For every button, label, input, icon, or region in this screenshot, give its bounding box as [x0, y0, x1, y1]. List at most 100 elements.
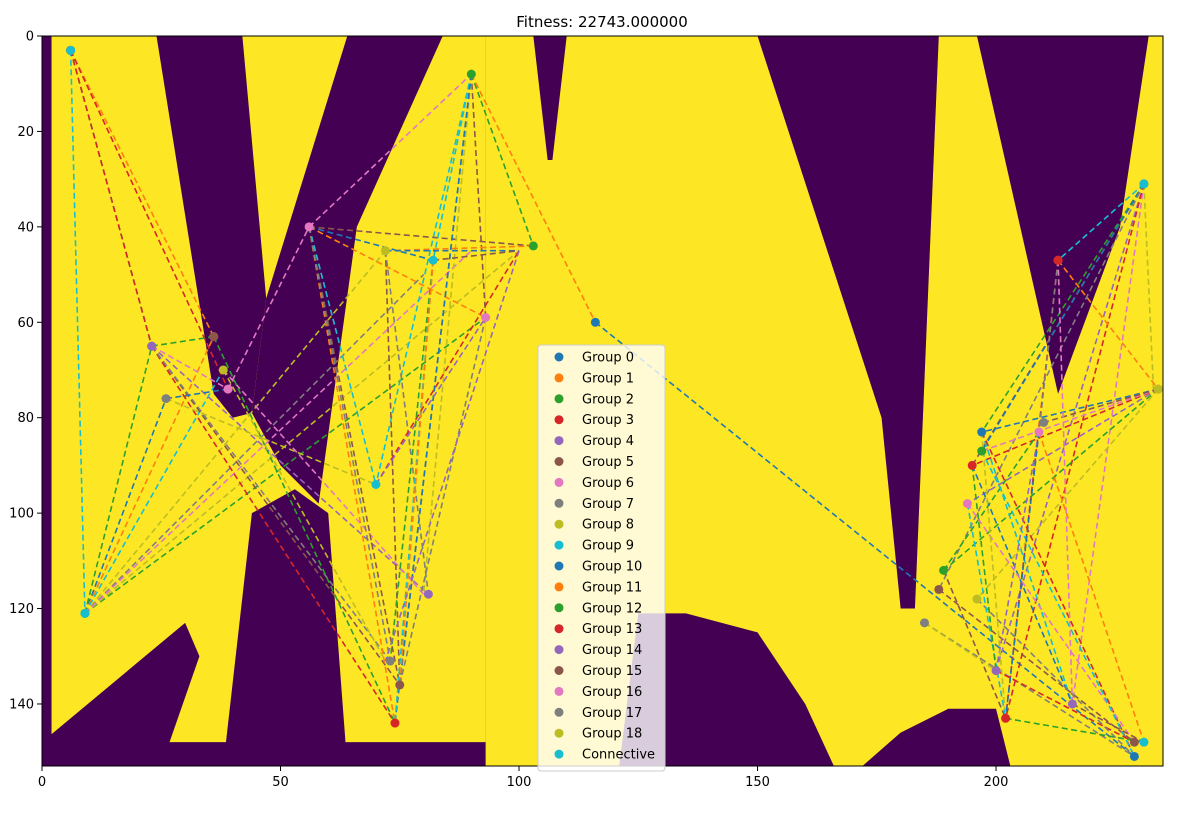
legend-marker: [554, 352, 564, 362]
legend-label: Group 14: [582, 643, 642, 658]
edge-line: [981, 388, 1159, 452]
point-group-4: [147, 341, 157, 351]
y-tick-label: 60: [17, 316, 34, 331]
edge-line: [84, 345, 153, 614]
legend-label: Group 8: [582, 518, 634, 533]
legend-box: [537, 344, 666, 772]
edge-line: [394, 74, 473, 724]
edge-line: [1057, 259, 1159, 390]
legend-label: Group 7: [582, 497, 634, 512]
path-edges: [69, 49, 1159, 758]
point-group-10: [977, 427, 987, 437]
edge-line: [308, 73, 472, 228]
edge-line: [69, 50, 86, 614]
edge-line: [942, 570, 1007, 719]
legend-marker: [554, 436, 564, 446]
point-group-9: [371, 479, 381, 489]
edge-line: [971, 388, 1159, 467]
edge-line: [1143, 183, 1155, 390]
y-tick-label: 0: [26, 30, 34, 45]
wall-region-0: [137, 36, 267, 418]
edge-line: [308, 226, 434, 262]
x-tick-label: 150: [745, 775, 770, 790]
edge-line: [151, 335, 214, 347]
legend-marker: [554, 498, 564, 508]
x-tick-label: 0: [38, 775, 46, 790]
point-group-18: [972, 594, 982, 604]
edge-line: [980, 431, 1074, 705]
point-group-2: [466, 69, 476, 79]
edge-line: [151, 345, 229, 390]
edge-line: [69, 50, 153, 347]
point-connective: [1139, 179, 1149, 189]
edge-line: [222, 369, 425, 595]
edge-line: [375, 73, 473, 485]
point-group-0: [1129, 751, 1139, 761]
edge-line: [980, 431, 1007, 719]
edge-line: [398, 260, 434, 685]
legend-label: Group 9: [582, 539, 634, 554]
edge-line: [594, 321, 1135, 758]
legend-marker: [554, 477, 564, 487]
legend-label: Connective: [582, 748, 655, 763]
legend-marker: [554, 728, 564, 738]
wall-region-8: [862, 708, 1011, 766]
edge-line: [389, 260, 434, 662]
legend-label: Group 6: [582, 476, 634, 491]
point-group-16: [1034, 427, 1044, 437]
edge-line: [84, 336, 215, 614]
point-group-12: [977, 446, 987, 456]
plot-area: [42, 36, 1163, 766]
legend-label: Group 13: [582, 622, 642, 637]
point-connective: [1139, 737, 1149, 747]
legend: Group 0 Group 1 Group 2 Group 3 Group 4 Group…: [537, 344, 666, 772]
edge-line: [384, 250, 520, 662]
y-axis-ticks: 0 20 40 60 80 100 120 140: [9, 30, 42, 712]
y-tick-label: 40: [17, 220, 34, 235]
legend-marker: [554, 415, 564, 425]
edge-line: [308, 226, 401, 686]
edge-line: [966, 503, 1007, 719]
point-group-14: [1067, 699, 1077, 709]
legend-marker: [554, 707, 564, 717]
x-axis-ticks: 0 50 100 150 200: [38, 766, 1008, 790]
x-tick-label: 50: [272, 775, 289, 790]
legend-label: Group 16: [582, 685, 642, 700]
legend-marker: [554, 373, 564, 383]
point-group-15: [934, 584, 944, 594]
wall-region-2: [533, 36, 567, 161]
edge-line: [151, 345, 401, 686]
y-tick-label: 140: [9, 697, 34, 712]
edge-line: [995, 431, 1040, 671]
edge-line: [470, 73, 597, 323]
edge-line: [151, 345, 396, 724]
wall-region-3: [757, 36, 939, 609]
edge-line: [1004, 183, 1145, 719]
edge-line: [375, 250, 520, 485]
edge-line: [69, 49, 229, 390]
legend-label: Group 11: [582, 580, 642, 595]
point-group-7: [385, 656, 395, 666]
point-group-3: [390, 718, 400, 728]
point-group-13: [967, 460, 977, 470]
legend-label: Group 4: [582, 434, 634, 449]
legend-marker: [554, 686, 564, 696]
edge-line: [938, 588, 1135, 743]
point-group-16: [962, 499, 972, 509]
edge-line: [981, 183, 1145, 433]
point-group-18: [1153, 384, 1163, 394]
edge-line: [924, 622, 1135, 758]
point-group-14: [991, 666, 1001, 676]
point-group-4: [423, 589, 433, 599]
legend-label: Group 2: [582, 392, 634, 407]
edge-line: [432, 74, 473, 261]
edge-line: [971, 465, 1074, 705]
edge-line: [1057, 183, 1145, 261]
point-group-6: [304, 222, 314, 232]
edge-line: [308, 226, 392, 662]
edge-line: [470, 74, 487, 318]
legend-label: Group 17: [582, 706, 642, 721]
wall-region-6: [223, 489, 348, 766]
edge-line: [976, 388, 1159, 600]
